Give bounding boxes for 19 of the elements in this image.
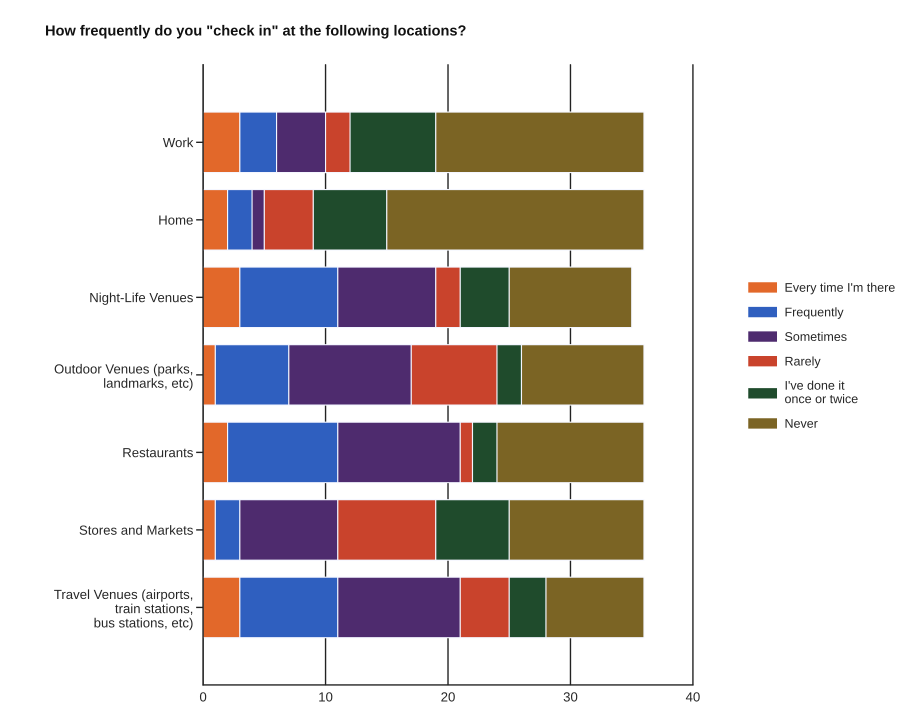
x-tick-label: 40: [686, 692, 700, 702]
x-tick-label: 20: [441, 692, 455, 702]
legend-label: Sometimes: [785, 332, 847, 342]
y-tick-label: Stores and Markets: [80, 525, 193, 535]
x-tick-label: 0: [200, 692, 206, 702]
chart-title: How frequently do you "check in" at the following locations?: [46, 24, 466, 39]
legend-label: Frequently: [786, 307, 844, 319]
y-tick-label: Outdoor Venues (parks, landmarks, etc): [54, 364, 193, 390]
y-tick-label: Travel Venues (airports, train stations, bus stations, etc): [54, 589, 193, 630]
legend-label: Every time I'm there: [786, 282, 895, 294]
legend-label: I've done it once or twice: [785, 380, 858, 404]
x-tick-label: 30: [564, 692, 578, 702]
legend-label: Never: [786, 419, 818, 428]
y-tick-label: Night-Life Venues: [90, 292, 193, 305]
y-tick-label: Home: [159, 216, 193, 225]
legend-label: Rarely: [786, 356, 821, 368]
y-tick-label: Work: [162, 138, 194, 148]
y-tick-label: Restaurants: [123, 448, 193, 458]
x-tick-label: 10: [319, 692, 332, 702]
